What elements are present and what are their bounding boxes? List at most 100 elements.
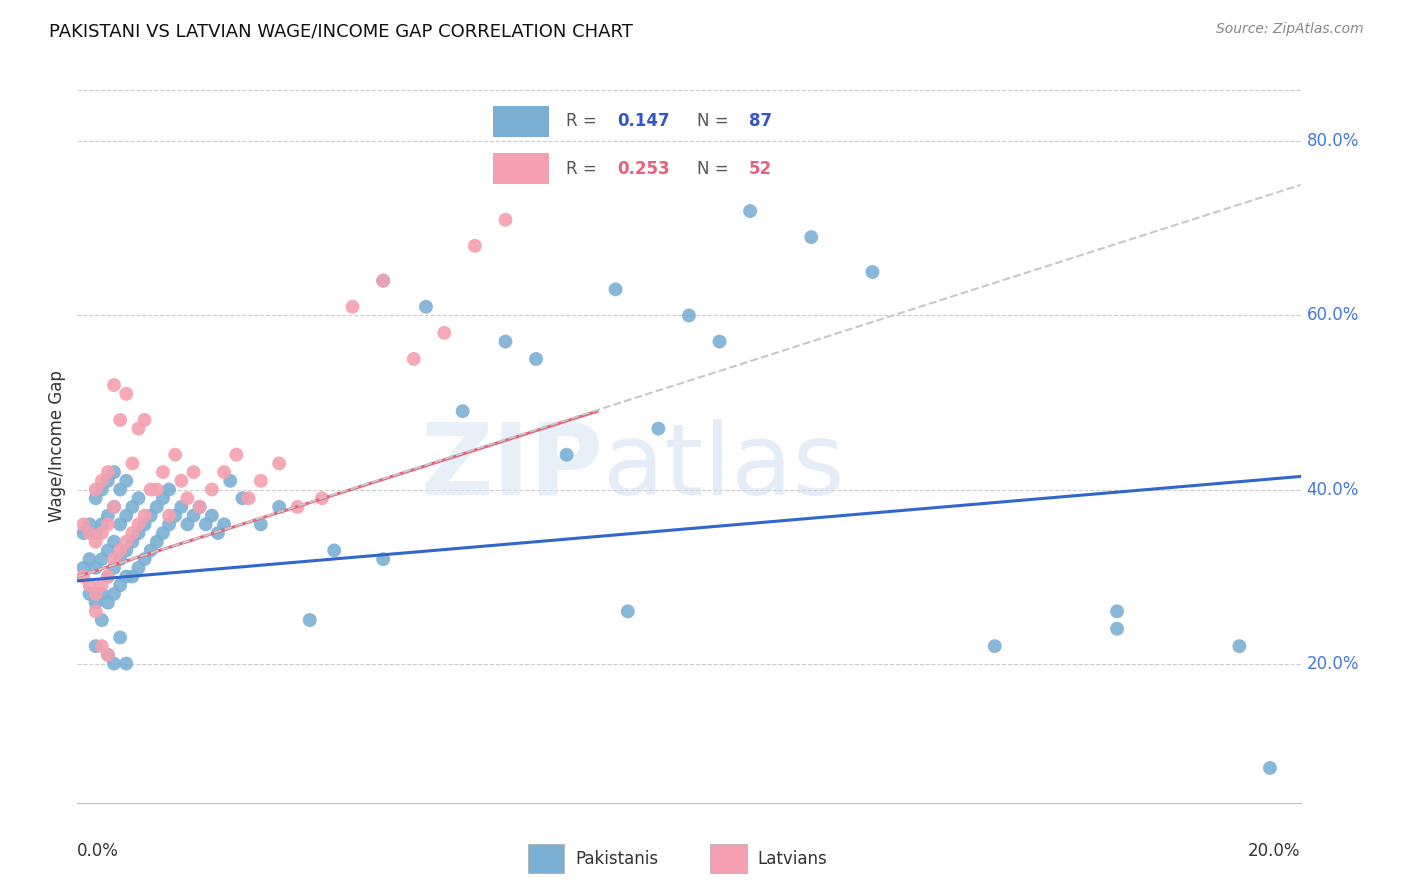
Point <box>238 491 260 506</box>
Point <box>97 517 120 532</box>
Point <box>108 578 131 592</box>
Point <box>617 604 640 618</box>
Point <box>90 613 112 627</box>
Text: Latvians: Latvians <box>758 849 828 868</box>
Point <box>183 508 205 523</box>
Point <box>298 613 321 627</box>
Point <box>97 648 120 662</box>
Point <box>84 587 107 601</box>
Point <box>134 552 156 566</box>
Point <box>495 334 517 349</box>
Point <box>90 639 112 653</box>
Point <box>225 448 247 462</box>
Point <box>90 578 112 592</box>
Point <box>84 534 107 549</box>
Point <box>115 508 138 523</box>
Point <box>201 483 224 497</box>
Text: R =: R = <box>565 160 602 178</box>
Point <box>97 648 120 662</box>
Text: 0.253: 0.253 <box>617 160 669 178</box>
Text: ZIP: ZIP <box>420 419 603 516</box>
Point <box>97 543 120 558</box>
Point <box>464 239 486 253</box>
Point <box>146 534 169 549</box>
Point <box>79 552 101 566</box>
Point <box>108 631 131 645</box>
Point <box>451 404 474 418</box>
Point <box>146 500 169 514</box>
Point <box>103 378 125 392</box>
Point <box>84 639 107 653</box>
Point <box>97 474 120 488</box>
Point <box>212 517 235 532</box>
Text: 52: 52 <box>748 160 772 178</box>
Point <box>90 483 112 497</box>
Point <box>103 500 125 514</box>
Point <box>176 491 198 506</box>
Point <box>84 604 107 618</box>
Point <box>800 230 823 244</box>
Point <box>79 578 101 592</box>
Point <box>97 508 120 523</box>
Point <box>176 517 198 532</box>
Point <box>127 526 149 541</box>
Point <box>90 474 112 488</box>
Point <box>84 483 107 497</box>
Point <box>72 526 94 541</box>
Point <box>157 483 180 497</box>
Point <box>250 517 273 532</box>
Text: atlas: atlas <box>603 419 845 516</box>
Point <box>72 517 94 532</box>
Point <box>103 500 125 514</box>
Text: N =: N = <box>697 112 734 130</box>
Point <box>984 639 1007 653</box>
Point <box>121 457 143 471</box>
Text: N =: N = <box>697 160 734 178</box>
Point <box>72 561 94 575</box>
Point <box>152 526 174 541</box>
Point <box>134 413 156 427</box>
Point <box>201 508 224 523</box>
Point <box>115 569 138 583</box>
Point <box>269 457 291 471</box>
Text: PAKISTANI VS LATVIAN WAGE/INCOME GAP CORRELATION CHART: PAKISTANI VS LATVIAN WAGE/INCOME GAP COR… <box>49 22 633 40</box>
Point <box>90 517 112 532</box>
Point <box>647 421 669 435</box>
Point <box>342 300 364 314</box>
Point <box>269 500 291 514</box>
Point <box>188 500 211 514</box>
Text: 20.0%: 20.0% <box>1306 655 1360 673</box>
Point <box>108 413 131 427</box>
Point <box>115 534 138 549</box>
Point <box>115 543 138 558</box>
Point <box>524 351 547 366</box>
Text: 80.0%: 80.0% <box>1306 132 1360 151</box>
Point <box>152 465 174 479</box>
Point <box>121 500 143 514</box>
Point <box>103 561 125 575</box>
Point <box>146 483 169 497</box>
Point <box>108 552 131 566</box>
Point <box>84 491 107 506</box>
Point <box>139 483 162 497</box>
Point <box>207 526 229 541</box>
Point <box>402 351 425 366</box>
Point <box>121 534 143 549</box>
Point <box>371 552 394 566</box>
Point <box>183 465 205 479</box>
Point <box>127 517 149 532</box>
Y-axis label: Wage/Income Gap: Wage/Income Gap <box>48 370 66 522</box>
Bar <box>492 106 548 136</box>
Point <box>1258 761 1281 775</box>
Point <box>1107 622 1129 636</box>
Bar <box>527 844 564 873</box>
Text: Pakistanis: Pakistanis <box>575 849 658 868</box>
Point <box>127 561 149 575</box>
Point <box>103 534 125 549</box>
Point <box>90 552 112 566</box>
Point <box>121 569 143 583</box>
Point <box>188 500 211 514</box>
Point <box>90 587 112 601</box>
Point <box>115 657 138 671</box>
Point <box>157 517 180 532</box>
